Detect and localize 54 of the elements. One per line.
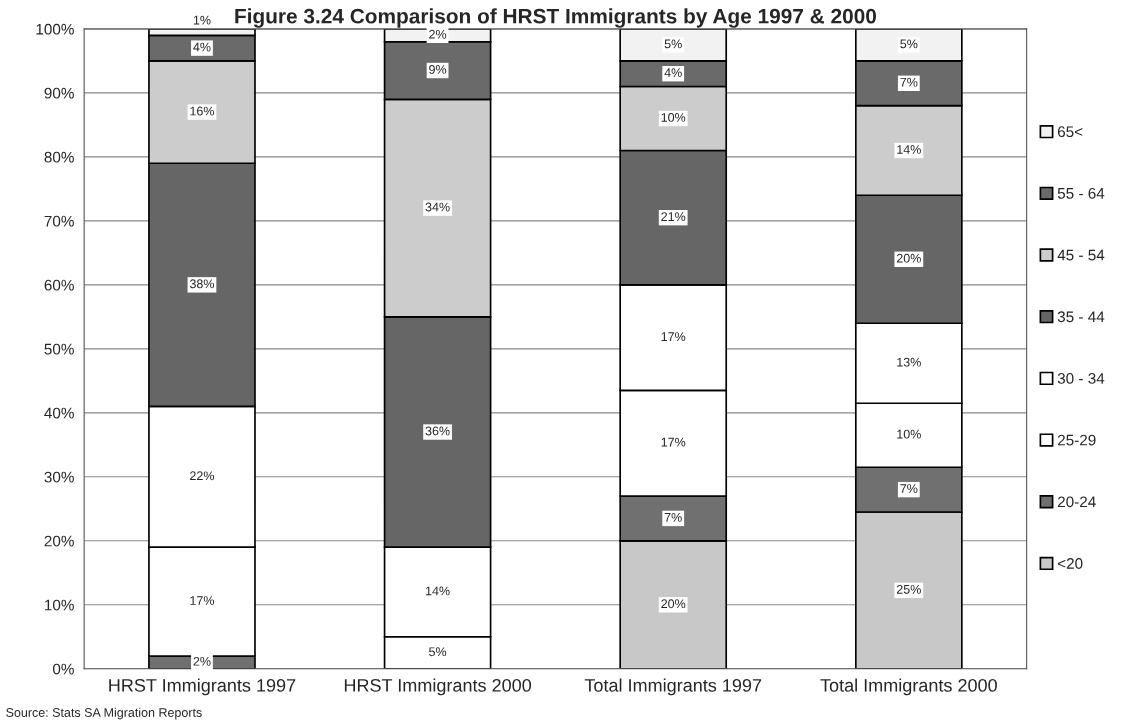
source-note: Source: Stats SA Migration Reports xyxy=(6,707,202,720)
data-label: 17% xyxy=(661,332,686,341)
data-label: 2% xyxy=(429,29,447,39)
legend-label: 20-24 xyxy=(1057,496,1096,508)
data-label: 21% xyxy=(661,212,686,221)
y-tick-label: 30% xyxy=(44,471,74,483)
legend-label: 35 - 44 xyxy=(1057,311,1105,323)
x-tick-label: Total Immigrants 1997 xyxy=(584,678,762,696)
data-label: 25% xyxy=(896,584,921,594)
data-label: 20% xyxy=(896,253,921,263)
x-tick-label: Total Immigrants 2000 xyxy=(820,678,997,696)
y-tick-label: 20% xyxy=(44,535,74,547)
data-label: 2% xyxy=(193,656,211,666)
data-label: 17% xyxy=(661,437,686,447)
data-label: 10% xyxy=(897,429,921,439)
chart-title: Figure 3.24 Comparison of HRST Immigrants by Age 1997 & 2000 xyxy=(235,8,877,28)
data-label: 10% xyxy=(661,113,686,122)
y-tick-label: 90% xyxy=(44,87,74,99)
x-tick-label: HRST Immigrants 1997 xyxy=(109,678,296,696)
legend-label: 45 - 54 xyxy=(1057,249,1105,261)
data-label: 38% xyxy=(189,279,215,289)
data-label: 7% xyxy=(664,512,682,522)
data-label: 7% xyxy=(900,77,918,87)
y-tick-label: 50% xyxy=(44,343,74,355)
data-label: 5% xyxy=(429,647,447,657)
data-label: 13% xyxy=(897,357,921,367)
data-label: 22% xyxy=(190,471,215,481)
data-label: 7% xyxy=(900,484,918,493)
data-label: 14% xyxy=(426,586,450,596)
data-label: 4% xyxy=(664,68,682,78)
data-label: 34% xyxy=(425,202,450,212)
legend-label: <20 xyxy=(1057,558,1083,569)
y-tick-label: 70% xyxy=(44,215,74,227)
legend-label: 25-29 xyxy=(1057,434,1096,446)
y-tick-label: 40% xyxy=(44,407,74,419)
data-label: 16% xyxy=(190,106,215,116)
y-tick-label: 0% xyxy=(52,663,74,675)
x-tick-label: HRST Immigrants 2000 xyxy=(344,678,532,696)
y-tick-label: 10% xyxy=(45,599,74,611)
data-label: 5% xyxy=(664,39,682,49)
legend-label: 30 - 34 xyxy=(1057,373,1105,384)
data-label: 36% xyxy=(425,426,450,436)
data-label: 14% xyxy=(897,145,921,154)
y-tick-label: 80% xyxy=(44,151,74,163)
y-tick-label: 60% xyxy=(44,279,74,291)
data-label: 4% xyxy=(193,42,211,52)
data-label: 17% xyxy=(190,596,215,605)
legend-label: 55 - 64 xyxy=(1057,187,1105,199)
legend-label: 65< xyxy=(1057,126,1083,138)
data-label: 5% xyxy=(900,39,918,49)
y-tick-label: 100% xyxy=(36,23,74,35)
data-label: 20% xyxy=(661,599,686,609)
data-label: 9% xyxy=(429,65,447,74)
data-label: 1% xyxy=(193,15,211,25)
